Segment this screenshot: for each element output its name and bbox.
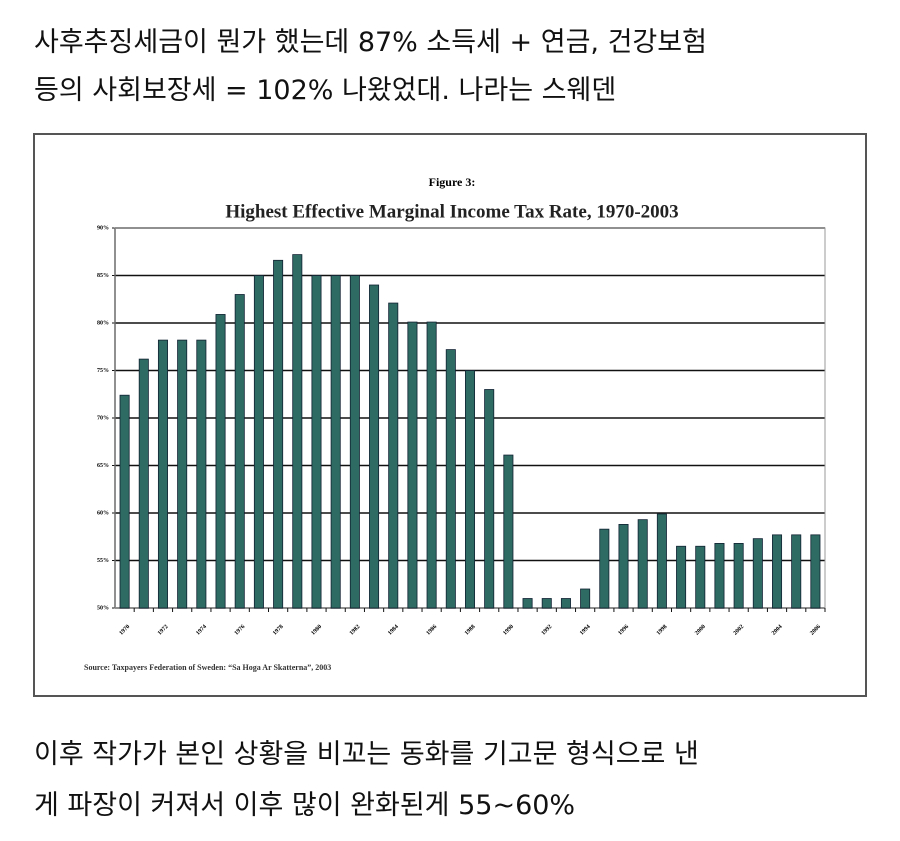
bar [196, 339, 207, 609]
bar [215, 314, 226, 609]
bar [119, 394, 130, 609]
bar [349, 275, 360, 609]
bar [445, 349, 456, 609]
bar [791, 534, 802, 609]
y-tick-label: 85% [97, 273, 109, 279]
bar [733, 543, 744, 609]
bar [714, 543, 725, 609]
bar [407, 321, 418, 609]
bar [541, 598, 552, 609]
bar [330, 275, 341, 609]
bar [637, 519, 648, 609]
bar [522, 598, 533, 609]
footer-line: 이후 작가가 본인 상황을 비꼬는 동화를 기고문 형식으로 낸 [34, 739, 699, 770]
bar [177, 339, 188, 609]
bar [560, 598, 571, 609]
chart-title: Highest Effective Marginal Income Tax Ra… [225, 201, 678, 222]
bar [253, 275, 264, 609]
y-tick-label: 80% [97, 320, 109, 326]
bar [676, 545, 687, 609]
bar [599, 528, 610, 609]
bar [503, 454, 514, 609]
y-tick-label: 55% [97, 558, 109, 564]
bar [810, 534, 821, 609]
bar [234, 294, 245, 609]
header-line: 사후추징세금이 뭔가 했는데 87% 소득세 + 연금, 건강보험 [34, 27, 707, 58]
y-tick-label: 50% [97, 605, 109, 611]
y-tick-label: 75% [97, 368, 109, 374]
bar [772, 534, 783, 609]
chart-source: Source: Taxpayers Federation of Sweden: … [84, 663, 331, 672]
bar [752, 538, 763, 609]
bar [138, 358, 149, 609]
y-tick-label: 70% [97, 415, 109, 421]
bar [484, 389, 495, 609]
bar [311, 275, 322, 609]
bar [580, 588, 591, 609]
bar [388, 302, 399, 609]
bar [656, 513, 667, 609]
y-tick-label: 90% [97, 225, 109, 231]
chart-subtitle: Figure 3: [429, 175, 476, 189]
bar [464, 370, 476, 609]
bar [369, 284, 380, 609]
bar [618, 524, 629, 609]
bar [157, 339, 168, 609]
y-tick-label: 60% [97, 510, 109, 516]
header-line: 등의 사회보장세 = 102% 나왔었대. 나라는 스웨덴 [34, 75, 617, 106]
footer-line: 게 파장이 커져서 이후 많이 완화된게 55~60% [34, 790, 576, 821]
y-tick-label: 65% [97, 463, 109, 469]
bar [292, 254, 303, 609]
bar [273, 259, 284, 609]
bar [426, 321, 437, 609]
bar [695, 545, 706, 609]
